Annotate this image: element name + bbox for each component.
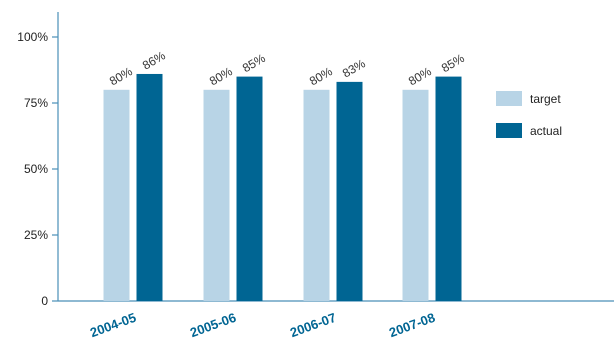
y-tick-label: 75% bbox=[24, 96, 48, 110]
category-label: 2006-07 bbox=[288, 310, 338, 340]
data-label-target: 80% bbox=[207, 64, 235, 88]
y-tick-label: 25% bbox=[24, 228, 48, 242]
bar-target-2004-05 bbox=[103, 89, 130, 301]
data-label-actual: 83% bbox=[340, 56, 368, 80]
bar-actual-2007-08 bbox=[435, 76, 462, 301]
data-label-actual: 86% bbox=[140, 48, 168, 72]
bar-target-2007-08 bbox=[402, 89, 429, 301]
data-label-target: 80% bbox=[307, 64, 335, 88]
bar-actual-2005-06 bbox=[236, 76, 263, 301]
y-tick-label: 50% bbox=[24, 162, 48, 176]
legend-swatch-actual bbox=[496, 123, 522, 138]
data-label-actual: 85% bbox=[439, 51, 467, 75]
legend-label-actual: actual bbox=[530, 124, 562, 138]
chart-category-labels: 2004-05 2005-06 2006-07 2007-08 bbox=[88, 310, 437, 340]
chart-legend: target actual bbox=[496, 91, 562, 138]
legend-label-target: target bbox=[530, 92, 561, 106]
legend-swatch-target bbox=[496, 91, 522, 106]
bar-target-2006-07 bbox=[303, 89, 330, 301]
category-label: 2004-05 bbox=[88, 310, 138, 340]
data-label-actual: 85% bbox=[240, 51, 268, 75]
bar-actual-2006-07 bbox=[336, 81, 363, 301]
chart-bars bbox=[103, 73, 462, 302]
bar-actual-2004-05 bbox=[136, 73, 163, 302]
category-label: 2005-06 bbox=[188, 310, 238, 340]
bar-target-2005-06 bbox=[203, 89, 230, 301]
y-tick-label: 100% bbox=[17, 30, 48, 44]
y-tick-label: 0 bbox=[41, 294, 48, 308]
data-label-target: 80% bbox=[107, 64, 135, 88]
category-label: 2007-08 bbox=[387, 310, 437, 340]
data-label-target: 80% bbox=[406, 64, 434, 88]
